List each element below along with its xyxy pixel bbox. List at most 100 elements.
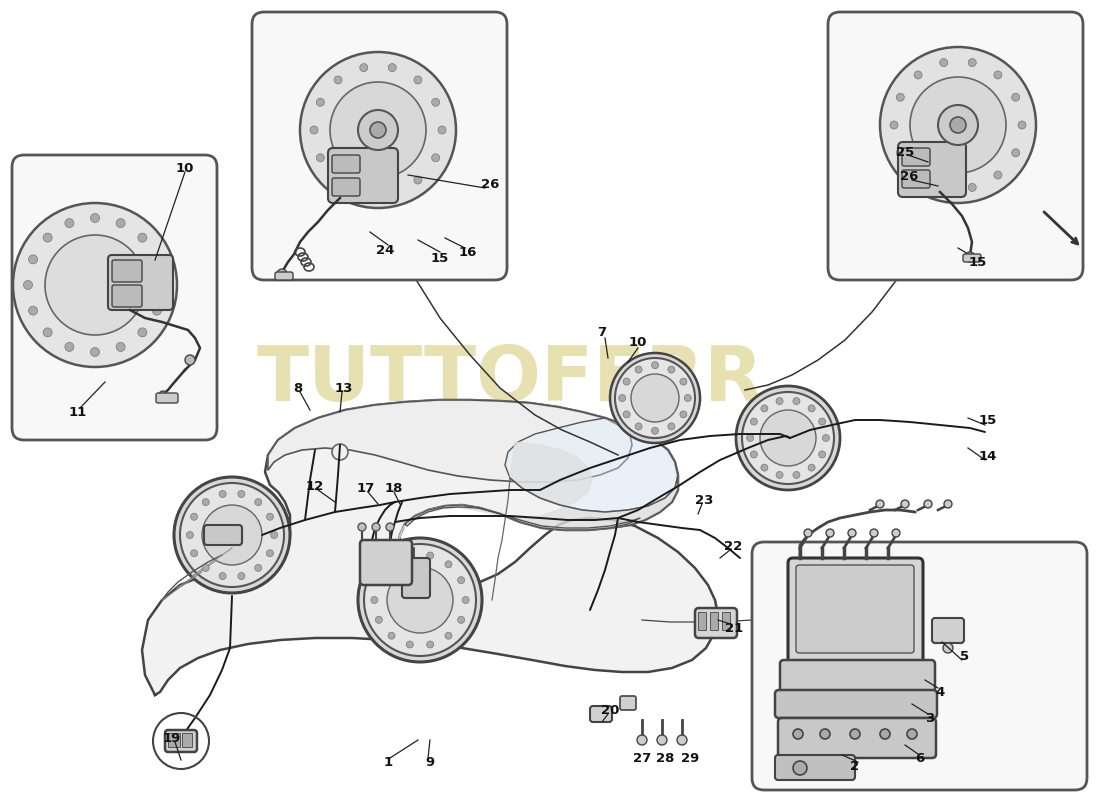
FancyBboxPatch shape (902, 148, 930, 166)
Text: 4: 4 (935, 686, 945, 698)
Text: 15: 15 (969, 255, 987, 269)
Text: 22: 22 (724, 539, 743, 553)
Text: 3: 3 (925, 711, 935, 725)
Circle shape (1018, 121, 1026, 129)
Circle shape (631, 374, 679, 422)
Circle shape (818, 418, 826, 425)
Circle shape (793, 471, 800, 478)
FancyBboxPatch shape (695, 608, 737, 638)
Text: 28: 28 (656, 751, 674, 765)
Circle shape (358, 110, 398, 150)
Circle shape (358, 538, 482, 662)
Circle shape (334, 176, 342, 184)
FancyBboxPatch shape (796, 565, 914, 653)
Circle shape (651, 362, 659, 369)
Circle shape (180, 483, 284, 587)
Circle shape (219, 490, 227, 498)
FancyBboxPatch shape (590, 706, 612, 722)
Text: 11: 11 (69, 406, 87, 418)
FancyBboxPatch shape (752, 542, 1087, 790)
FancyBboxPatch shape (962, 254, 981, 262)
FancyBboxPatch shape (112, 285, 142, 307)
Circle shape (793, 398, 800, 405)
Circle shape (914, 171, 922, 179)
Circle shape (892, 529, 900, 537)
FancyBboxPatch shape (275, 272, 293, 280)
Circle shape (414, 176, 422, 184)
Circle shape (388, 64, 396, 72)
Circle shape (238, 573, 245, 579)
Text: 10: 10 (629, 335, 647, 349)
Circle shape (850, 729, 860, 739)
FancyBboxPatch shape (402, 558, 430, 598)
Circle shape (266, 514, 274, 520)
Circle shape (777, 398, 783, 405)
Circle shape (266, 550, 274, 557)
Circle shape (271, 531, 277, 538)
Circle shape (761, 405, 768, 412)
Circle shape (431, 154, 440, 162)
Text: 18: 18 (385, 482, 404, 494)
Text: 26: 26 (481, 178, 499, 191)
Circle shape (174, 477, 290, 593)
Circle shape (760, 410, 816, 466)
Text: 10: 10 (176, 162, 195, 174)
Circle shape (458, 577, 464, 584)
FancyBboxPatch shape (780, 660, 935, 692)
Circle shape (896, 149, 904, 157)
FancyBboxPatch shape (776, 755, 855, 780)
Circle shape (387, 567, 453, 633)
Circle shape (950, 117, 966, 133)
Text: 9: 9 (426, 755, 434, 769)
Circle shape (360, 188, 367, 196)
Text: 2: 2 (850, 759, 859, 773)
Circle shape (968, 58, 976, 66)
Circle shape (202, 498, 209, 506)
Circle shape (43, 328, 52, 337)
Circle shape (668, 366, 675, 373)
Circle shape (29, 255, 37, 264)
Circle shape (750, 451, 758, 458)
Circle shape (943, 643, 953, 653)
Circle shape (65, 342, 74, 351)
Text: 12: 12 (306, 479, 324, 493)
Circle shape (406, 641, 414, 648)
FancyBboxPatch shape (898, 142, 966, 197)
Circle shape (371, 597, 378, 603)
Circle shape (431, 98, 440, 106)
Circle shape (994, 171, 1002, 179)
FancyBboxPatch shape (776, 690, 937, 718)
Circle shape (742, 392, 834, 484)
Circle shape (310, 126, 318, 134)
Bar (182, 733, 192, 747)
Circle shape (657, 735, 667, 745)
Circle shape (138, 233, 147, 242)
Text: 13: 13 (334, 382, 353, 394)
Text: 6: 6 (915, 751, 925, 765)
Circle shape (615, 358, 695, 438)
Polygon shape (268, 400, 632, 482)
Circle shape (876, 500, 884, 508)
Circle shape (330, 82, 426, 178)
Circle shape (90, 214, 99, 222)
Circle shape (157, 281, 166, 290)
Circle shape (13, 203, 177, 367)
Text: 7: 7 (597, 326, 606, 338)
Circle shape (186, 531, 194, 538)
Circle shape (332, 444, 348, 460)
Circle shape (255, 565, 262, 571)
Circle shape (414, 76, 422, 84)
Circle shape (202, 565, 209, 571)
Circle shape (388, 632, 395, 639)
Text: 23: 23 (695, 494, 713, 506)
Circle shape (880, 729, 890, 739)
Circle shape (944, 500, 952, 508)
Circle shape (138, 328, 147, 337)
Circle shape (300, 52, 456, 208)
Circle shape (277, 269, 287, 279)
Circle shape (676, 735, 688, 745)
FancyBboxPatch shape (360, 540, 412, 585)
Text: 2005: 2005 (516, 461, 615, 499)
Circle shape (334, 76, 342, 84)
Circle shape (968, 183, 976, 191)
